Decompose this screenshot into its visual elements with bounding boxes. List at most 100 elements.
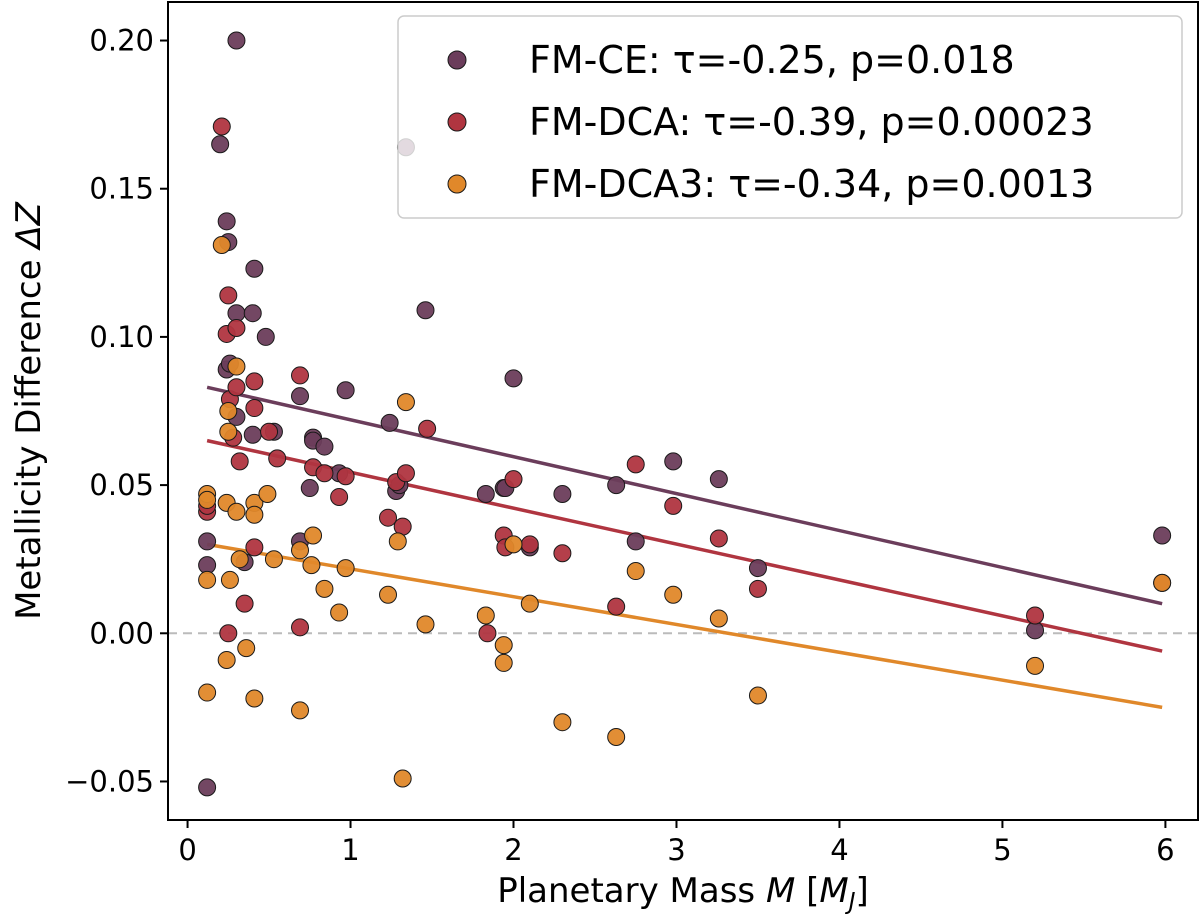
x-tick-label: 4 [830, 833, 848, 867]
point-series-2-33 [494, 653, 513, 672]
point-series-2-21 [302, 556, 321, 575]
point-series-1-23 [379, 508, 398, 527]
point-series-1-15 [260, 422, 279, 441]
point-series-1-34 [607, 597, 626, 616]
point-series-2-10 [227, 357, 246, 376]
point-series-2-13 [237, 639, 256, 658]
point-series-1-13 [245, 399, 264, 418]
point-series-1-20 [315, 464, 334, 483]
point-series-2-31 [476, 606, 495, 625]
point-series-0-38 [664, 452, 683, 471]
point-series-1-27 [418, 419, 437, 438]
point-series-2-4 [212, 236, 231, 255]
point-series-2-15 [245, 505, 264, 524]
point-series-2-1 [198, 490, 217, 509]
point-series-2-40 [709, 609, 728, 628]
legend-marker-series-1 [447, 112, 467, 132]
point-series-0-13 [243, 304, 262, 323]
point-series-1-12 [245, 372, 264, 391]
point-series-0-17 [291, 387, 310, 406]
point-series-1-39 [1026, 606, 1045, 625]
point-series-1-7 [227, 319, 246, 338]
point-series-1-37 [709, 529, 728, 548]
point-series-1-10 [235, 594, 254, 613]
point-series-0-36 [607, 476, 626, 495]
point-series-2-37 [607, 728, 626, 747]
point-series-0-25 [380, 413, 399, 432]
y-axis-label: Metallicity Difference ΔZ [9, 201, 49, 620]
point-series-0-30 [476, 484, 495, 503]
point-series-2-25 [336, 559, 355, 578]
fit-line-series-0 [206, 385, 1163, 606]
point-series-2-26 [379, 585, 398, 604]
point-series-0-42 [1153, 526, 1172, 545]
point-series-2-20 [291, 701, 310, 720]
point-series-2-29 [396, 393, 415, 412]
fit-line-series-1 [206, 438, 1163, 653]
point-series-2-30 [416, 615, 435, 634]
legend-entries: FM-CE: τ=-0.25, p=0.018 FM-DCA: τ=-0.39, … [447, 38, 1094, 206]
point-series-2-39 [664, 585, 683, 604]
point-series-1-9 [230, 452, 249, 471]
point-series-2-41 [748, 686, 767, 705]
point-series-0-15 [256, 327, 275, 346]
point-series-2-6 [219, 402, 238, 420]
legend-label-series-2: FM-DCA3: τ=-0.34, p=0.0013 [529, 162, 1094, 206]
point-series-1-8 [227, 378, 246, 397]
point-series-0-39 [709, 470, 728, 489]
point-series-2-24 [330, 603, 349, 622]
y-axis-ticks: −0.05 0.00 0.05 0.10 0.15 0.20 [65, 24, 168, 798]
plot-frame [167, 1, 1199, 821]
point-series-1-14 [245, 538, 264, 557]
x-tick-label: 0 [178, 833, 196, 867]
point-series-2-38 [626, 562, 645, 581]
point-series-2-12 [230, 550, 249, 569]
y-tick-label: 0.00 [89, 616, 154, 650]
point-series-1-33 [553, 544, 572, 563]
y-tick-label: −0.05 [65, 764, 154, 798]
x-tick-label: 6 [1156, 833, 1174, 867]
point-series-0-24 [336, 381, 355, 400]
point-series-2-16 [245, 689, 264, 708]
point-series-2-32 [494, 636, 513, 655]
fit-line-series-2 [206, 542, 1163, 710]
legend-marker-series-2 [447, 174, 467, 194]
x-tick-label: 5 [993, 833, 1011, 867]
point-series-1-11 [219, 624, 238, 643]
x-tick-label: 2 [504, 833, 522, 867]
legend-marker-series-0 [447, 50, 467, 70]
point-series-1-22 [336, 467, 355, 486]
point-series-1-28 [478, 624, 497, 643]
y-tick-label: 0.10 [89, 320, 154, 354]
point-series-0-12 [245, 259, 264, 278]
point-series-1-35 [626, 455, 645, 474]
point-series-2-9 [217, 650, 236, 669]
point-series-1-2 [212, 117, 231, 136]
point-series-2-3 [198, 683, 217, 702]
y-tick-label: 0.20 [89, 24, 154, 58]
point-series-1-17 [291, 366, 310, 385]
point-series-1-36 [664, 496, 683, 515]
point-series-1-38 [748, 579, 767, 598]
point-series-2-23 [315, 579, 334, 598]
point-series-0-3 [211, 135, 230, 154]
point-series-0-0 [198, 778, 217, 797]
legend-label-series-0: FM-CE: τ=-0.25, p=0.018 [529, 38, 1015, 82]
x-axis-label: Planetary Mass M [MJ] [497, 871, 869, 915]
x-axis-ticks: 0 1 2 3 4 5 6 [178, 820, 1175, 867]
fit-lines-layer [206, 385, 1163, 710]
point-series-2-34 [504, 535, 523, 554]
point-series-0-22 [315, 437, 334, 456]
point-series-1-32 [520, 535, 539, 554]
point-series-2-27 [388, 532, 407, 551]
legend-box [397, 15, 1183, 219]
point-series-2-7 [219, 422, 238, 441]
point-series-2-19 [291, 541, 310, 560]
point-series-1-21 [330, 487, 349, 506]
point-series-0-4 [217, 212, 236, 231]
point-series-2-17 [258, 484, 277, 503]
point-series-2-43 [1153, 573, 1172, 592]
point-series-0-19 [300, 479, 319, 498]
legend: FM-CE: τ=-0.25, p=0.018 FM-DCA: τ=-0.39, … [397, 15, 1183, 219]
